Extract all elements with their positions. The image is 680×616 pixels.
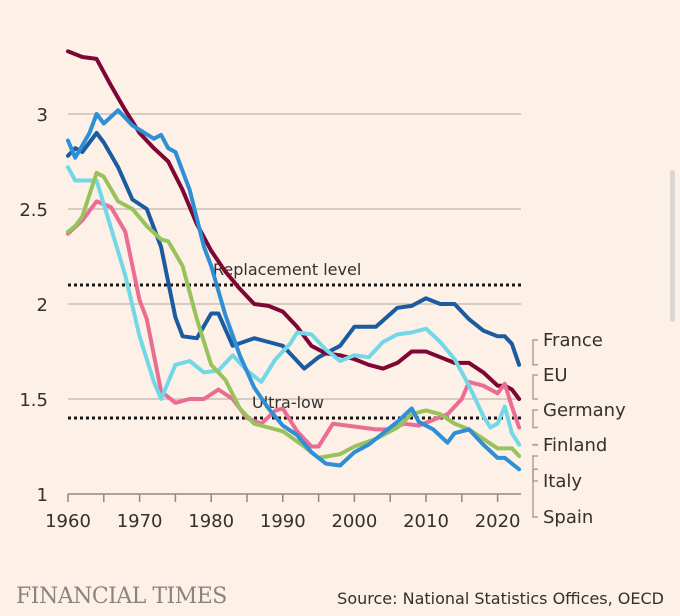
label-bracket [532,468,538,518]
series-label-germany: Germany [543,400,626,421]
series-line-spain [66,108,522,472]
y-tick-label: 3 [37,105,48,126]
label-bracket [532,455,538,482]
x-tick-label: 1970 [117,511,163,532]
y-tick-label: 1.5 [19,390,48,411]
reference-line-label: Replacement level [213,260,361,279]
x-tick-label: 2010 [403,511,449,532]
series-line-france [66,131,522,371]
series-label-france: France [543,330,603,351]
series-label-finland: Finland [543,435,607,456]
x-tick-label: 2020 [475,511,521,532]
series-line-eu [66,49,522,401]
series-label-eu: EU [543,365,568,386]
label-bracket [532,374,538,400]
x-tick-label: 1990 [260,511,306,532]
x-tick-label: 1960 [45,511,91,532]
y-tick-label: 2.5 [19,200,48,221]
series-label-spain: Spain [543,507,593,528]
label-bracket [532,339,538,366]
label-bracket [532,409,538,429]
financial-times-logo: FINANCIAL TIMES [16,584,227,609]
y-tick-label: 1 [37,485,48,506]
scrollbar[interactable] [670,170,675,322]
x-tick-label: 1980 [188,511,234,532]
x-tick-label: 2000 [331,511,377,532]
series-line-italy [66,170,522,460]
y-tick-label: 2 [37,295,48,316]
series-line-finland [66,165,522,447]
source-note: Source: National Statistics Offices, OEC… [337,589,664,608]
series-label-italy: Italy [543,471,582,492]
series-line-germany [66,199,522,449]
